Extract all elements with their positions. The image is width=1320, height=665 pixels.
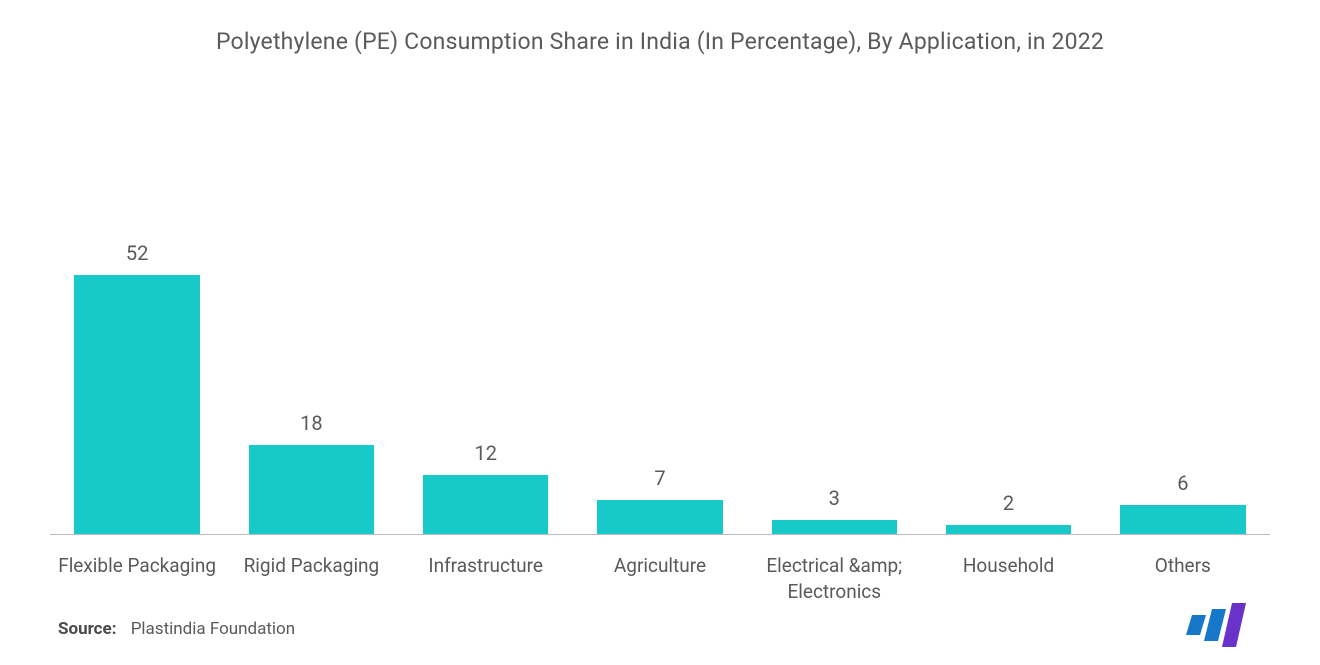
bar-value-label: 2 — [1003, 491, 1014, 515]
bar-column: 2 — [921, 80, 1095, 535]
x-axis-label: Household — [921, 545, 1095, 605]
chart-container: Polyethylene (PE) Consumption Share in I… — [40, 0, 1280, 665]
bar-value-label: 18 — [300, 411, 322, 435]
bar-column: 18 — [224, 80, 398, 535]
bar-value-label: 12 — [474, 441, 496, 465]
x-axis-label: Rigid Packaging — [224, 545, 398, 605]
bar-rect — [423, 475, 548, 535]
bar-rect — [249, 445, 374, 535]
plot-area: 52 18 12 7 3 2 6 — [50, 80, 1270, 535]
bar-group: 52 18 12 7 3 2 6 — [50, 80, 1270, 535]
bar-rect — [772, 520, 897, 535]
bar-column: 52 — [50, 80, 224, 535]
x-axis-label: Others — [1096, 545, 1270, 605]
x-axis-label: Agriculture — [573, 545, 747, 605]
bar-value-label: 52 — [126, 241, 148, 265]
x-axis-labels: Flexible PackagingRigid PackagingInfrast… — [50, 545, 1270, 605]
bar-value-label: 7 — [654, 466, 665, 490]
bar-value-label: 6 — [1177, 471, 1188, 495]
brand-logo — [1186, 603, 1250, 647]
bar-rect — [597, 500, 722, 535]
source-label: Source: — [58, 619, 116, 639]
x-axis-label: Electrical &amp; Electronics — [747, 545, 921, 605]
bar-rect — [1120, 505, 1245, 535]
source-attribution: Source: Plastindia Foundation — [58, 619, 295, 639]
x-axis-label: Flexible Packaging — [50, 545, 224, 605]
bar-column: 12 — [399, 80, 573, 535]
x-axis-line — [50, 534, 1270, 535]
bar-rect — [74, 275, 199, 535]
bar-value-label: 3 — [829, 486, 840, 510]
x-axis-label: Infrastructure — [399, 545, 573, 605]
bar-column: 3 — [747, 80, 921, 535]
bar-column: 6 — [1096, 80, 1270, 535]
chart-title: Polyethylene (PE) Consumption Share in I… — [40, 0, 1280, 65]
source-text: Plastindia Foundation — [131, 619, 295, 639]
logo-icon — [1186, 603, 1250, 647]
bar-column: 7 — [573, 80, 747, 535]
